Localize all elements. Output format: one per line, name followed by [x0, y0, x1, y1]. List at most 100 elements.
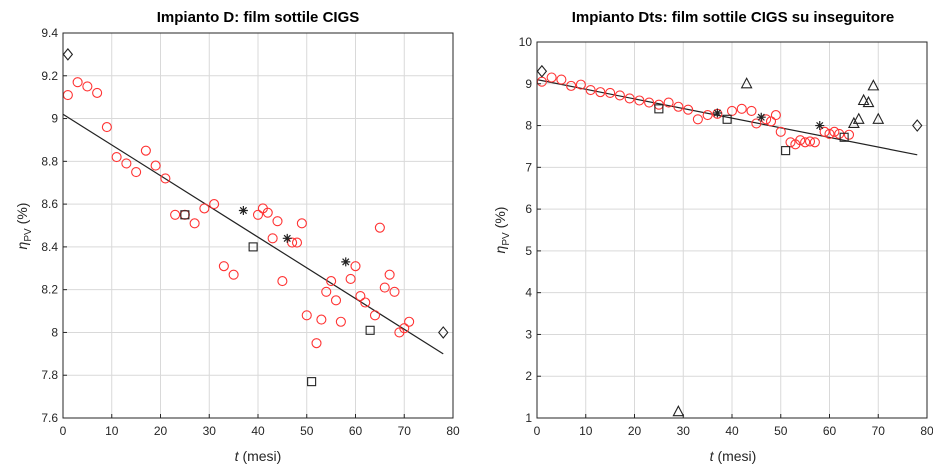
- x-axis-unit: (mesi): [717, 448, 756, 464]
- y-tick-label: 7: [525, 160, 532, 174]
- circle-marker: [199, 203, 210, 214]
- star-marker: [756, 112, 766, 122]
- x-tick-label: 50: [774, 424, 788, 438]
- y-tick-label: 9.4: [41, 26, 58, 40]
- circle-marker: [834, 128, 845, 139]
- square-marker: [248, 242, 258, 252]
- circle-marker: [800, 137, 811, 148]
- chart-impianto-dts: 0 10 20 30 40 50 60 70 80 1 2 3 4 5 6 7 8 9 10 Impianto Dt…: [492, 9, 933, 464]
- circle-marker: [785, 137, 796, 148]
- diamond-marker: [62, 48, 74, 61]
- circle-marker: [82, 81, 93, 92]
- y-tick-label: 9: [51, 112, 58, 126]
- y-tick-label: 7.6: [41, 411, 58, 425]
- y-axis-label: ηPV (%): [492, 207, 512, 254]
- triangle-marker: [872, 112, 885, 124]
- y-tick-label: 8: [525, 119, 532, 133]
- y-tick-label: 6: [525, 202, 532, 216]
- x-axis-variable: t: [710, 448, 715, 464]
- circle-marker: [585, 84, 596, 96]
- x-tick-label: 0: [60, 424, 67, 438]
- circle-marker: [702, 110, 713, 121]
- y-tick-label: 9: [525, 77, 532, 91]
- data-points: [62, 48, 449, 387]
- circle-marker: [819, 126, 830, 137]
- circle-marker: [804, 136, 816, 147]
- x-tick-label: 70: [398, 424, 412, 438]
- circle-marker: [399, 323, 410, 334]
- y-tick-label: 4: [525, 286, 532, 300]
- x-tick-label: 70: [872, 424, 886, 438]
- circle-marker: [101, 122, 112, 133]
- square-marker: [654, 104, 664, 114]
- x-tick-label: 30: [677, 424, 691, 438]
- x-tick-label: 80: [446, 424, 460, 438]
- circle-marker: [150, 160, 161, 171]
- y-tick-label: 5: [525, 244, 532, 258]
- circle-marker: [379, 282, 390, 293]
- circle-marker: [272, 216, 283, 227]
- chart-impianto-d: 0 10 20 30 40 50 60 70 80 7.6 7.8 8 8.2 8.4 8.6 8.8 9 9.2…: [14, 9, 460, 464]
- x-tick-label: 20: [628, 424, 642, 438]
- circle-marker: [301, 310, 312, 321]
- diamond-marker: [438, 326, 449, 339]
- chart-title: Impianto Dts: film sottile CIGS su inseg…: [572, 9, 895, 26]
- triangle-marker: [672, 405, 685, 417]
- star-marker: [712, 108, 722, 118]
- x-axis-variable: t: [235, 448, 240, 464]
- triangle-marker: [867, 79, 880, 91]
- x-axis-label: t (mesi): [710, 448, 757, 464]
- y-tick-label: 3: [525, 327, 532, 341]
- circle-marker: [736, 103, 747, 114]
- circle-marker: [92, 87, 103, 98]
- circle-marker: [614, 90, 625, 101]
- circle-marker: [389, 286, 400, 297]
- circle-marker: [311, 338, 322, 349]
- x-tick-label: 60: [823, 424, 837, 438]
- x-tick-label: 50: [300, 424, 314, 438]
- circle-marker: [321, 286, 332, 297]
- triangle-marker: [847, 116, 860, 129]
- trend-line: [536, 79, 918, 156]
- circle-marker: [683, 104, 694, 115]
- y-axis-subscript: PV: [23, 228, 34, 242]
- square-marker: [180, 210, 190, 220]
- y-tick-label: 8.2: [41, 283, 58, 297]
- circle-marker: [277, 276, 288, 287]
- circle-marker: [673, 101, 684, 112]
- x-tick-label: 80: [920, 424, 933, 438]
- trendline-group: [62, 113, 444, 355]
- y-tick-label: 10: [519, 35, 533, 49]
- circle-marker: [131, 166, 142, 178]
- circle-marker: [605, 87, 616, 99]
- circle-marker: [355, 291, 366, 302]
- circle-marker: [369, 310, 381, 321]
- diamond-marker: [536, 64, 548, 78]
- circle-marker: [209, 199, 220, 210]
- tick-labels: 0 10 20 30 40 50 60 70 80 1 2 3 4 5 6 7 8 9 10: [519, 35, 933, 438]
- y-tick-label: 8.4: [41, 240, 58, 254]
- x-axis-unit: (mesi): [242, 448, 281, 464]
- square-marker: [365, 325, 375, 335]
- circle-marker: [795, 135, 806, 146]
- circle-marker: [160, 173, 171, 184]
- triangle-marker: [740, 77, 753, 89]
- y-axis-label: ηPV (%): [14, 203, 34, 250]
- circle-marker: [775, 126, 786, 137]
- star-marker: [238, 206, 248, 216]
- circle-marker: [809, 137, 820, 148]
- circle-marker: [262, 207, 273, 218]
- circle-marker: [829, 126, 840, 137]
- circle-marker: [575, 79, 586, 90]
- x-tick-label: 10: [105, 424, 119, 438]
- circle-marker: [634, 95, 645, 106]
- circle-marker: [843, 129, 855, 140]
- circle-marker: [218, 261, 229, 272]
- y-axis-symbol: η: [492, 245, 508, 253]
- y-tick-label: 2: [525, 369, 532, 383]
- tick-labels: 0 10 20 30 40 50 60 70 80 7.6 7.8 8 8.2 8.4 8.6 8.8 9 9.2…: [41, 26, 460, 438]
- circle-marker: [824, 128, 835, 139]
- y-axis-unit: (%): [492, 207, 508, 229]
- circle-marker: [267, 233, 278, 244]
